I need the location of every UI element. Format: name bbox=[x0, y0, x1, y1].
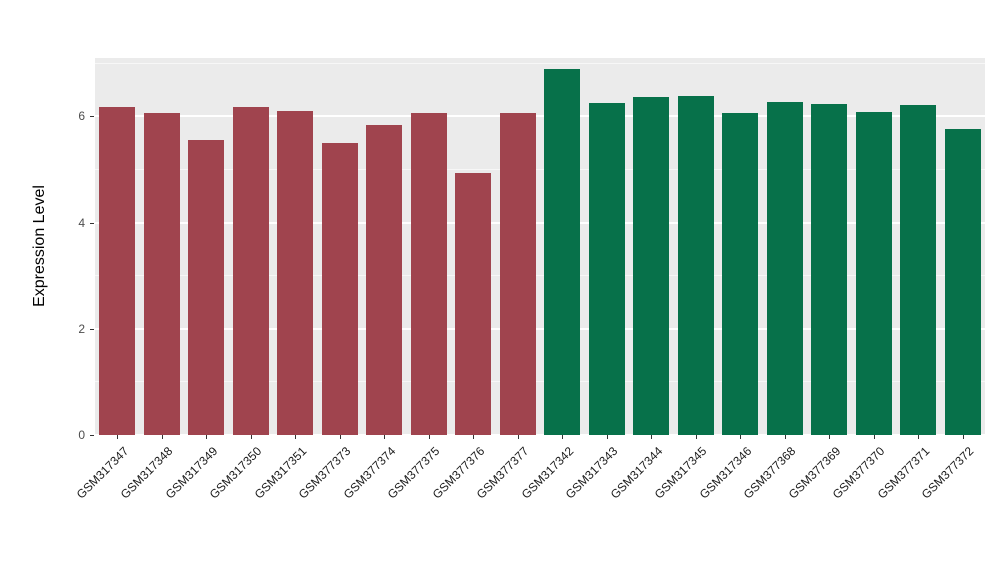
plot-panel bbox=[95, 58, 985, 436]
bar-GSM317343 bbox=[588, 102, 625, 435]
bar-GSM377375 bbox=[410, 112, 447, 435]
x-tick-mark bbox=[562, 435, 564, 439]
bar-GSM377372 bbox=[944, 129, 981, 435]
gridline-minor bbox=[95, 275, 985, 277]
bar-GSM377369 bbox=[811, 103, 848, 435]
y-tick-label: 4 bbox=[78, 215, 85, 230]
x-tick-mark bbox=[428, 435, 430, 439]
bar-GSM317345 bbox=[677, 95, 714, 435]
x-tick-mark bbox=[295, 435, 297, 439]
y-tick-label: 2 bbox=[78, 321, 85, 336]
bar-GSM377373 bbox=[321, 142, 358, 435]
x-tick-mark bbox=[873, 435, 875, 439]
gridline-minor bbox=[95, 381, 985, 383]
y-tick-mark bbox=[90, 222, 94, 224]
gridline-major bbox=[95, 434, 985, 436]
bar-GSM317349 bbox=[188, 139, 225, 435]
x-tick-mark bbox=[918, 435, 920, 439]
bar-GSM317351 bbox=[277, 111, 314, 435]
gridline-major bbox=[95, 327, 985, 330]
y-tick-mark bbox=[90, 328, 94, 330]
bar-GSM317350 bbox=[232, 107, 269, 435]
bar-GSM377377 bbox=[499, 113, 536, 435]
bar-GSM317342 bbox=[544, 68, 581, 435]
x-tick-mark bbox=[606, 435, 608, 439]
x-tick-mark bbox=[339, 435, 341, 439]
x-tick-mark bbox=[473, 435, 475, 439]
x-tick-mark bbox=[829, 435, 831, 439]
y-tick-mark bbox=[90, 435, 94, 436]
y-tick-label: 6 bbox=[78, 109, 85, 124]
gridline-minor bbox=[95, 62, 985, 64]
bar-GSM317348 bbox=[143, 112, 180, 435]
bar-GSM317347 bbox=[99, 107, 136, 435]
y-tick-label: 0 bbox=[78, 428, 85, 442]
gridline-major bbox=[95, 115, 985, 118]
x-tick-mark bbox=[962, 435, 964, 439]
bar-GSM377371 bbox=[900, 105, 937, 435]
x-tick-mark bbox=[384, 435, 386, 439]
x-tick-mark bbox=[740, 435, 742, 439]
gridline-major bbox=[95, 221, 985, 224]
bar-GSM377376 bbox=[455, 173, 492, 435]
bar-GSM377370 bbox=[855, 112, 892, 435]
y-axis-title: Expression Level bbox=[31, 185, 48, 307]
x-tick-mark bbox=[695, 435, 697, 439]
x-tick-mark bbox=[517, 435, 519, 439]
gridline-minor bbox=[95, 169, 985, 170]
bar-GSM317344 bbox=[633, 97, 670, 435]
x-tick-mark bbox=[117, 435, 119, 439]
bar-GSM317346 bbox=[722, 113, 759, 435]
x-tick-mark bbox=[250, 435, 252, 439]
bar-GSM377368 bbox=[766, 101, 803, 435]
bar-GSM377374 bbox=[366, 125, 403, 435]
x-tick-mark bbox=[651, 435, 653, 439]
x-tick-mark bbox=[784, 435, 786, 439]
y-tick-mark bbox=[90, 116, 94, 118]
x-tick-mark bbox=[206, 435, 208, 439]
x-tick-mark bbox=[161, 435, 163, 439]
